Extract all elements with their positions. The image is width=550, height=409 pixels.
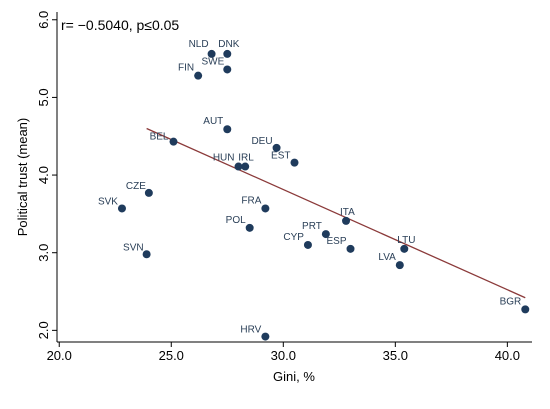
y-tick-label: 2.0 [36, 321, 51, 339]
data-points: NLD DNK SWE FIN AUT BEL DEU EST HUN IRL CZE SVK FRA I… [98, 39, 530, 341]
point-label-hun: HUN [213, 153, 235, 164]
data-point-svk [117, 204, 126, 213]
point-label-svk: SVK [98, 196, 118, 207]
point-label-hrv: HRV [240, 325, 261, 336]
y-tick-label: 6.0 [36, 11, 51, 29]
data-point-hrv [261, 332, 270, 341]
data-point-cze [144, 188, 153, 197]
y-tick-label: 4.0 [36, 166, 51, 184]
point-label-deu: DEU [251, 136, 272, 147]
x-tick-label: 30.0 [271, 348, 296, 363]
point-label-bgr: BGR [500, 296, 522, 307]
fit-line [146, 127, 526, 299]
data-point-hun [234, 162, 243, 171]
data-point-pol [245, 223, 254, 232]
data-point-ltu [400, 244, 409, 253]
point-label-fin: FIN [178, 63, 194, 74]
data-point-nld [207, 49, 216, 58]
data-point-lva [395, 261, 404, 270]
point-label-swe: SWE [202, 56, 225, 67]
data-point-irl [241, 162, 250, 171]
point-label-cze: CZE [126, 181, 146, 192]
point-label-ltu: LTU [397, 235, 415, 246]
x-axis-label: Gini, % [273, 369, 315, 384]
point-label-bel: BEL [150, 132, 169, 143]
data-point-svn [142, 250, 151, 259]
y-tick-label: 3.0 [36, 244, 51, 262]
point-label-nld: NLD [189, 39, 209, 50]
data-point-prt [321, 230, 330, 239]
point-label-aut: AUT [203, 116, 223, 127]
data-point-bgr [521, 305, 530, 314]
axes: 20.0 25.0 30.0 35.0 40.0 2.0 3.0 4.0 5.0 6.0 [36, 11, 532, 363]
data-point-esp [346, 244, 355, 253]
data-point-deu [272, 143, 281, 152]
point-label-dnk: DNK [218, 39, 239, 50]
point-label-prt: PRT [302, 221, 322, 232]
point-label-fra: FRA [241, 195, 261, 206]
x-tick-label: 40.0 [495, 348, 520, 363]
data-point-fin [194, 71, 203, 80]
data-point-fra [261, 204, 270, 213]
y-ticks: 2.0 3.0 4.0 5.0 6.0 [36, 11, 57, 339]
data-point-cyp [303, 240, 312, 249]
point-label-svn: SVN [123, 242, 144, 253]
point-label-lva: LVA [378, 252, 396, 263]
point-label-ita: ITA [340, 207, 355, 218]
point-label-irl: IRL [238, 153, 254, 164]
point-label-cyp: CYP [283, 232, 304, 243]
y-axis-label: Political trust (mean) [15, 118, 30, 236]
data-point-est [290, 158, 299, 167]
correlation-annotation: r= −0.5040, p≤0.05 [61, 17, 179, 33]
point-label-pol: POL [226, 215, 246, 226]
data-point-swe [223, 65, 232, 74]
point-label-est: EST [271, 151, 290, 162]
y-tick-label: 5.0 [36, 88, 51, 106]
data-point-dnk [223, 49, 232, 58]
x-tick-label: 20.0 [47, 348, 72, 363]
x-tick-label: 25.0 [159, 348, 184, 363]
data-point-bel [169, 137, 178, 146]
point-label-esp: ESP [326, 236, 346, 247]
x-tick-label: 35.0 [383, 348, 408, 363]
data-point-aut [223, 125, 232, 134]
data-point-ita [342, 216, 351, 225]
x-ticks: 20.0 25.0 30.0 35.0 40.0 [47, 342, 520, 363]
